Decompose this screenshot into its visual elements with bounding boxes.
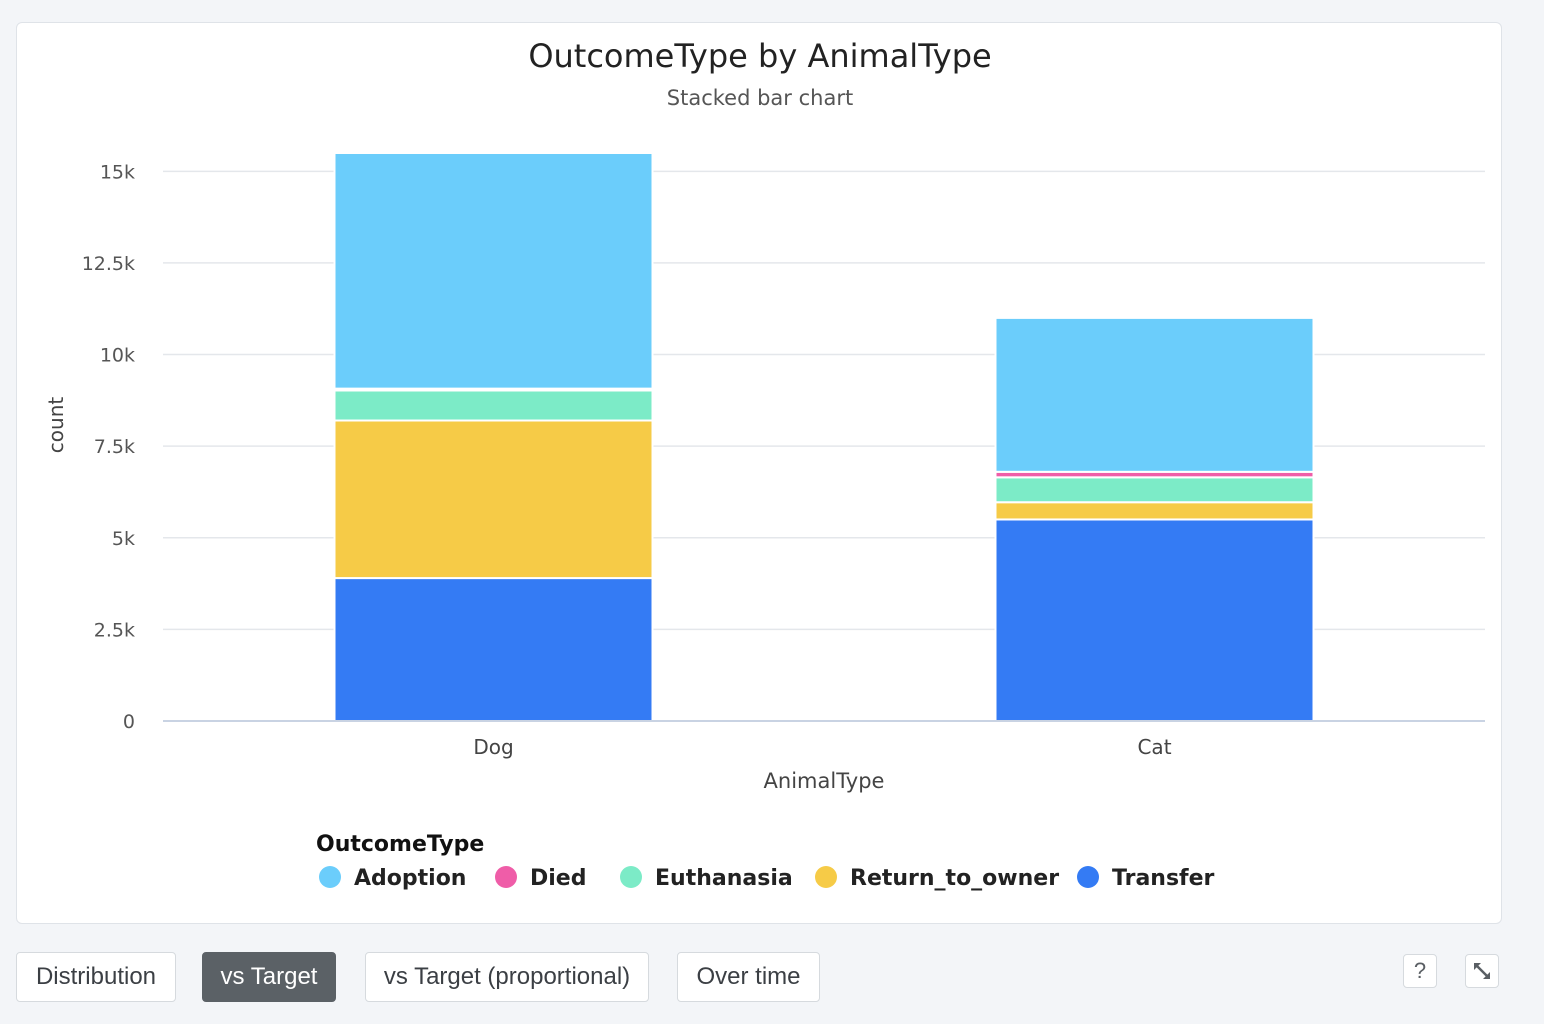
legend-marker-transfer <box>1077 866 1099 888</box>
legend-title: OutcomeType <box>316 832 484 857</box>
y-tick-label: 2.5k <box>94 619 135 641</box>
bar-segment-cat-adoption <box>994 316 1315 473</box>
x-tick-label: Dog <box>473 735 513 759</box>
bar-segment-dog-return-to-owner <box>333 419 654 580</box>
legend-marker-euthanasia <box>620 866 642 888</box>
legend-label: Adoption <box>354 866 466 891</box>
bar-segment-cat-euthanasia <box>994 476 1315 504</box>
legend-marker-died <box>495 866 517 888</box>
chart-subtitle: Stacked bar chart <box>667 86 853 110</box>
chart-title: OutcomeType by AnimalType <box>528 37 991 75</box>
legend-marker-adoption <box>319 866 341 888</box>
bar-segment-cat-return-to-owner <box>994 501 1315 521</box>
legend-label: Transfer <box>1112 866 1215 891</box>
bar-segment-dog-euthanasia <box>333 389 654 422</box>
tab-vs-target-proportional[interactable]: vs Target (proportional) <box>365 952 649 1002</box>
x-axis-label: AnimalType <box>764 769 885 793</box>
bar-segment-dog-adoption <box>333 152 654 390</box>
tab-over-time[interactable]: Over time <box>677 952 820 1002</box>
x-tick-label: Cat <box>1137 735 1171 759</box>
y-tick-label: 0 <box>123 711 135 733</box>
y-tick-label: 10k <box>100 345 135 367</box>
bar-segment-cat-transfer <box>994 518 1315 722</box>
y-tick-label: 7.5k <box>94 436 135 458</box>
chart: OutcomeType by AnimalType Stacked bar cha… <box>44 37 1485 891</box>
help-button[interactable]: ? <box>1403 954 1437 988</box>
help-icon: ? <box>1413 958 1427 983</box>
legend-label: Return_to_owner <box>850 866 1059 891</box>
y-tick-label: 12.5k <box>82 253 135 275</box>
legend-marker-return-to-owner <box>815 866 837 888</box>
y-tick-label: 15k <box>100 161 135 183</box>
chart-card: OutcomeType by AnimalType Stacked bar cha… <box>16 22 1502 924</box>
expand-button[interactable] <box>1465 954 1499 988</box>
legend-label: Died <box>530 866 586 891</box>
y-axis-label: count <box>44 397 68 454</box>
legend-label: Euthanasia <box>655 866 793 891</box>
bar-segment-dog-transfer <box>333 577 654 722</box>
tab-vs-target[interactable]: vs Target <box>202 952 336 1002</box>
tab-distribution[interactable]: Distribution <box>16 952 176 1002</box>
y-tick-label: 5k <box>112 528 135 550</box>
expand-icon <box>1474 963 1490 979</box>
